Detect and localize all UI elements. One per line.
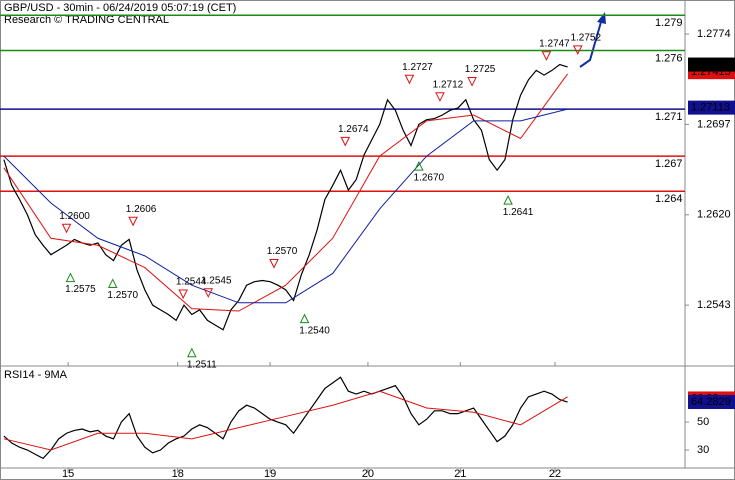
peak-marker [435,92,445,102]
trough-marker [65,272,76,283]
marker-label: 1.2575 [65,284,96,295]
chart-title: GBP/USD - 30min - 06/24/2019 05:07:19 (C… [4,2,236,14]
level-label: 1.271 [655,111,683,123]
rsi-title: RSI14 - 9MA [4,369,68,381]
trough-marker [503,195,513,205]
peak-marker [128,216,138,227]
x-tick-label: 20 [362,468,374,480]
marker-label: 1.2606 [126,204,157,215]
level-label: 1.264 [655,193,683,205]
price-tag-label: 1.27113 [691,102,730,114]
peak-marker [269,258,279,269]
marker-label: 1.2545 [201,275,232,286]
x-tick-label: 18 [172,468,184,480]
marker-label: 1.2570 [267,246,298,257]
series-line [3,108,568,304]
series-line [3,390,568,451]
peak-marker [467,77,477,87]
marker-label: 1.2600 [59,211,90,222]
trough-marker [414,160,424,171]
peak-marker [61,223,72,234]
marker-label: 1.2570 [107,290,138,301]
marker-label: 1.2712 [433,79,464,90]
marker-label: 1.2511 [187,359,217,370]
price-tag-label: 1.2748 [691,58,725,70]
y-tick-label: 1.2620 [697,209,731,221]
price-tag-label: 64.2829 [691,396,731,408]
peak-marker [572,45,583,55]
price-tag [688,57,735,72]
peak-marker [404,74,415,85]
peak-marker [541,51,552,61]
marker-label: 1.2540 [299,325,330,336]
trough-marker [186,347,197,358]
y-tick-label: 1.2774 [697,28,731,40]
level-label: 1.276 [655,52,683,64]
x-tick-label: 15 [62,468,74,480]
level-label: 1.279 [655,17,683,29]
marker-label: 1.2641 [503,207,534,218]
y-tick-label: 1.2543 [697,299,731,311]
peak-marker [203,288,214,298]
price-tag [688,100,735,115]
marker-label: 1.2725 [465,64,496,75]
price-tag [688,395,735,410]
y-tick-label: 30 [697,444,709,456]
trough-marker [107,278,118,288]
chart-subtitle: Research © TRADING CENTRAL [4,14,169,26]
peak-marker [340,136,351,147]
x-tick-label: 21 [454,468,466,480]
y-tick-label: 1.2697 [697,118,731,130]
series-line [3,376,568,460]
y-tick-label: 50 [697,416,709,428]
marker-label: 1.2544 [176,277,207,288]
series-line [3,63,568,331]
marker-label: 1.2674 [338,124,369,135]
level-label: 1.267 [655,158,683,170]
trough-marker [299,313,310,324]
peak-marker [178,289,188,300]
marker-label: 1.2727 [402,62,433,73]
marker-label: 1.2747 [539,38,570,49]
marker-label: 1.2670 [414,173,445,184]
x-tick-label: 22 [549,468,561,480]
series-line [3,73,568,312]
x-tick-label: 19 [264,468,276,480]
marker-label: 1.2752 [570,32,601,43]
